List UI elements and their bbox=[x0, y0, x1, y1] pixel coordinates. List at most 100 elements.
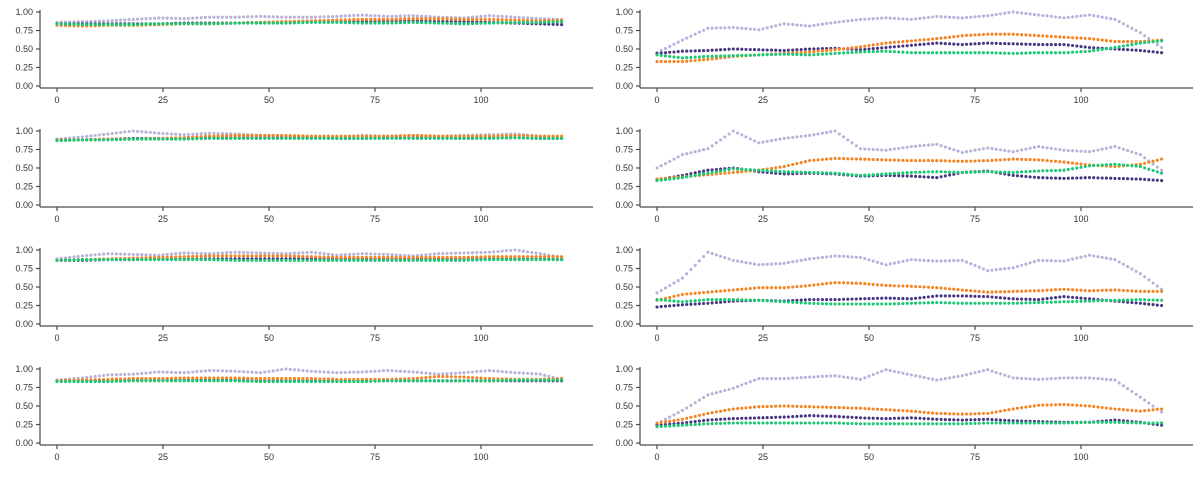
y-axis-tick-label: 0.75 bbox=[615, 26, 633, 36]
y-axis-tick-label: 0.50 bbox=[615, 163, 633, 173]
series-lavender bbox=[655, 368, 1164, 426]
x-axis-tick-label: 25 bbox=[158, 452, 168, 462]
scatter-plot: 1.00 0.75 0.50 0.25 0.00 0 25 50 75 100 bbox=[615, 364, 1193, 462]
y-axis-tick-label: 0.00 bbox=[15, 319, 33, 329]
y-axis-tick-label: 1.00 bbox=[615, 245, 633, 255]
series-lavender bbox=[55, 367, 564, 382]
x-axis-tick-label: 50 bbox=[264, 95, 274, 105]
scatter-panel-row1-left: 1.00 0.75 0.50 0.25 0.00 0 25 50 75 100 bbox=[0, 0, 600, 119]
scatter-plot: 1.00 0.75 0.50 0.25 0.00 0 25 50 75 100 bbox=[15, 245, 593, 343]
x-axis-tick-label: 50 bbox=[264, 333, 274, 343]
y-axis-tick-label: 0.75 bbox=[615, 145, 633, 155]
series-orange bbox=[55, 133, 564, 142]
series-lavender bbox=[55, 13, 564, 24]
y-axis-tick-label: 1.00 bbox=[615, 7, 633, 17]
x-axis-tick-label: 0 bbox=[54, 452, 59, 462]
y-axis-tick-label: 0.75 bbox=[615, 264, 633, 274]
x-axis-tick-label: 0 bbox=[654, 452, 659, 462]
scatter-plot: 1.00 0.75 0.50 0.25 0.00 0 25 50 75 100 bbox=[615, 7, 1193, 105]
x-axis-tick-label: 50 bbox=[864, 452, 874, 462]
x-axis-tick-label: 0 bbox=[654, 214, 659, 224]
y-axis-tick-label: 0.75 bbox=[15, 26, 33, 36]
x-axis-tick-label: 100 bbox=[473, 333, 488, 343]
x-axis-tick-label: 75 bbox=[370, 214, 380, 224]
scatter-plot: 1.00 0.75 0.50 0.25 0.00 0 25 50 75 100 bbox=[615, 126, 1193, 224]
series-orange bbox=[655, 281, 1164, 302]
x-axis-tick-label: 100 bbox=[1073, 333, 1088, 343]
series-green bbox=[655, 420, 1164, 429]
x-axis-tick-label: 25 bbox=[158, 333, 168, 343]
x-axis-tick-label: 50 bbox=[264, 214, 274, 224]
scatter-plot: 1.00 0.75 0.50 0.25 0.00 0 25 50 75 100 bbox=[15, 7, 593, 105]
scatter-panel-row2-left: 1.00 0.75 0.50 0.25 0.00 0 25 50 75 100 bbox=[0, 119, 600, 238]
series-green bbox=[655, 298, 1164, 306]
series-purple bbox=[655, 41, 1164, 55]
series-purple bbox=[55, 136, 564, 142]
y-axis-tick-label: 0.25 bbox=[615, 420, 633, 430]
x-axis-tick-label: 75 bbox=[970, 95, 980, 105]
series-orange bbox=[55, 17, 564, 28]
x-axis-tick-label: 75 bbox=[370, 95, 380, 105]
x-axis-tick-label: 100 bbox=[473, 95, 488, 105]
x-axis-tick-label: 50 bbox=[264, 452, 274, 462]
scatter-panel-row3-right: 1.00 0.75 0.50 0.25 0.00 0 25 50 75 100 bbox=[600, 238, 1200, 357]
series-green bbox=[55, 258, 564, 262]
y-axis-tick-label: 0.50 bbox=[615, 44, 633, 54]
x-axis-tick-label: 75 bbox=[370, 452, 380, 462]
series-orange bbox=[655, 402, 1164, 425]
y-axis-tick-label: 0.00 bbox=[615, 319, 633, 329]
series-green bbox=[55, 378, 564, 384]
y-axis-tick-label: 0.75 bbox=[15, 383, 33, 393]
x-axis-tick-label: 25 bbox=[758, 214, 768, 224]
series-green bbox=[55, 136, 564, 143]
x-axis-tick-label: 25 bbox=[158, 95, 168, 105]
y-axis-tick-label: 0.00 bbox=[615, 200, 633, 210]
series-green bbox=[55, 20, 564, 27]
y-axis-tick-label: 0.25 bbox=[615, 182, 633, 192]
x-axis-tick-label: 50 bbox=[864, 95, 874, 105]
series-purple bbox=[55, 19, 564, 27]
scatter-panel-row4-left: 1.00 0.75 0.50 0.25 0.00 0 25 50 75 100 bbox=[0, 357, 600, 476]
y-axis-tick-label: 0.25 bbox=[15, 301, 33, 311]
scatter-plot: 1.00 0.75 0.50 0.25 0.00 0 25 50 75 100 bbox=[615, 245, 1193, 343]
y-axis-tick-label: 0.25 bbox=[15, 182, 33, 192]
y-axis-tick-label: 0.75 bbox=[15, 264, 33, 274]
series-lavender bbox=[655, 10, 1164, 55]
scatter-panel-row1-right: 1.00 0.75 0.50 0.25 0.00 0 25 50 75 100 bbox=[600, 0, 1200, 119]
y-axis-tick-label: 0.50 bbox=[615, 282, 633, 292]
x-axis-tick-label: 0 bbox=[54, 333, 59, 343]
y-axis-tick-label: 0.50 bbox=[15, 163, 33, 173]
y-axis-tick-label: 0.00 bbox=[15, 200, 33, 210]
x-axis-tick-label: 25 bbox=[158, 214, 168, 224]
y-axis-tick-label: 0.75 bbox=[15, 145, 33, 155]
scatter-plot: 1.00 0.75 0.50 0.25 0.00 0 25 50 75 100 bbox=[15, 126, 593, 224]
y-axis-tick-label: 1.00 bbox=[15, 364, 33, 374]
scatter-panel-row2-right: 1.00 0.75 0.50 0.25 0.00 0 25 50 75 100 bbox=[600, 119, 1200, 238]
y-axis-tick-label: 0.00 bbox=[15, 81, 33, 91]
x-axis-tick-label: 50 bbox=[864, 333, 874, 343]
x-axis-tick-label: 0 bbox=[54, 214, 59, 224]
x-axis-tick-label: 100 bbox=[473, 452, 488, 462]
y-axis-tick-label: 0.00 bbox=[15, 438, 33, 448]
y-axis-tick-label: 1.00 bbox=[615, 364, 633, 374]
y-axis-tick-label: 1.00 bbox=[15, 7, 33, 17]
series-lavender bbox=[655, 129, 1164, 172]
x-axis-tick-label: 100 bbox=[1073, 452, 1088, 462]
y-axis-tick-label: 0.00 bbox=[615, 81, 633, 91]
series-lavender bbox=[655, 250, 1164, 295]
y-axis-tick-label: 0.50 bbox=[615, 401, 633, 411]
y-axis-tick-label: 0.75 bbox=[615, 383, 633, 393]
scatter-panel-row4-right: 1.00 0.75 0.50 0.25 0.00 0 25 50 75 100 bbox=[600, 357, 1200, 476]
y-axis-tick-label: 0.50 bbox=[15, 44, 33, 54]
y-axis-tick-label: 1.00 bbox=[615, 126, 633, 136]
x-axis-tick-label: 0 bbox=[54, 95, 59, 105]
x-axis-tick-label: 25 bbox=[758, 95, 768, 105]
series-purple bbox=[655, 294, 1164, 309]
y-axis-tick-label: 0.25 bbox=[615, 301, 633, 311]
y-axis-tick-label: 0.00 bbox=[615, 438, 633, 448]
x-axis-tick-label: 100 bbox=[1073, 95, 1088, 105]
series-orange bbox=[55, 374, 564, 383]
x-axis-tick-label: 50 bbox=[864, 214, 874, 224]
series-green bbox=[655, 162, 1164, 183]
